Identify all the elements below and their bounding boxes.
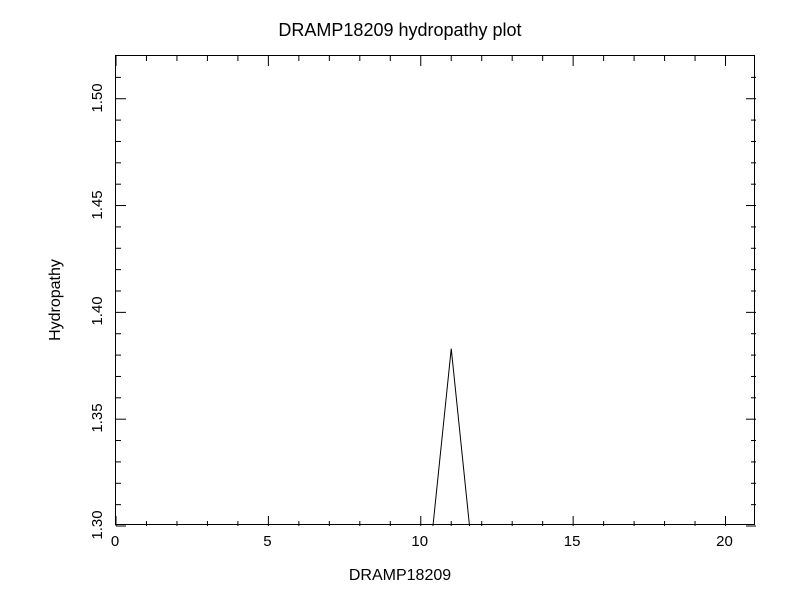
plot-svg — [116, 56, 754, 524]
x-tick-label: 10 — [411, 533, 428, 550]
x-tick-label: 5 — [263, 533, 271, 550]
x-tick-label: 15 — [564, 533, 581, 550]
y-tick-label: 1.45 — [89, 190, 106, 219]
y-tick-label: 1.35 — [89, 404, 106, 433]
y-tick-label: 1.50 — [89, 83, 106, 112]
x-tick-label: 20 — [716, 533, 733, 550]
y-tick-label: 1.40 — [89, 297, 106, 326]
x-tick-label: 0 — [111, 533, 119, 550]
y-axis-label: Hydropathy — [47, 259, 65, 341]
y-tick-label: 1.30 — [89, 510, 106, 539]
plot-area — [115, 55, 755, 525]
chart-title: DRAMP18209 hydropathy plot — [0, 20, 800, 41]
chart-container: DRAMP18209 hydropathy plot Hydropathy DR… — [0, 0, 800, 600]
x-axis-label: DRAMP18209 — [0, 567, 800, 585]
